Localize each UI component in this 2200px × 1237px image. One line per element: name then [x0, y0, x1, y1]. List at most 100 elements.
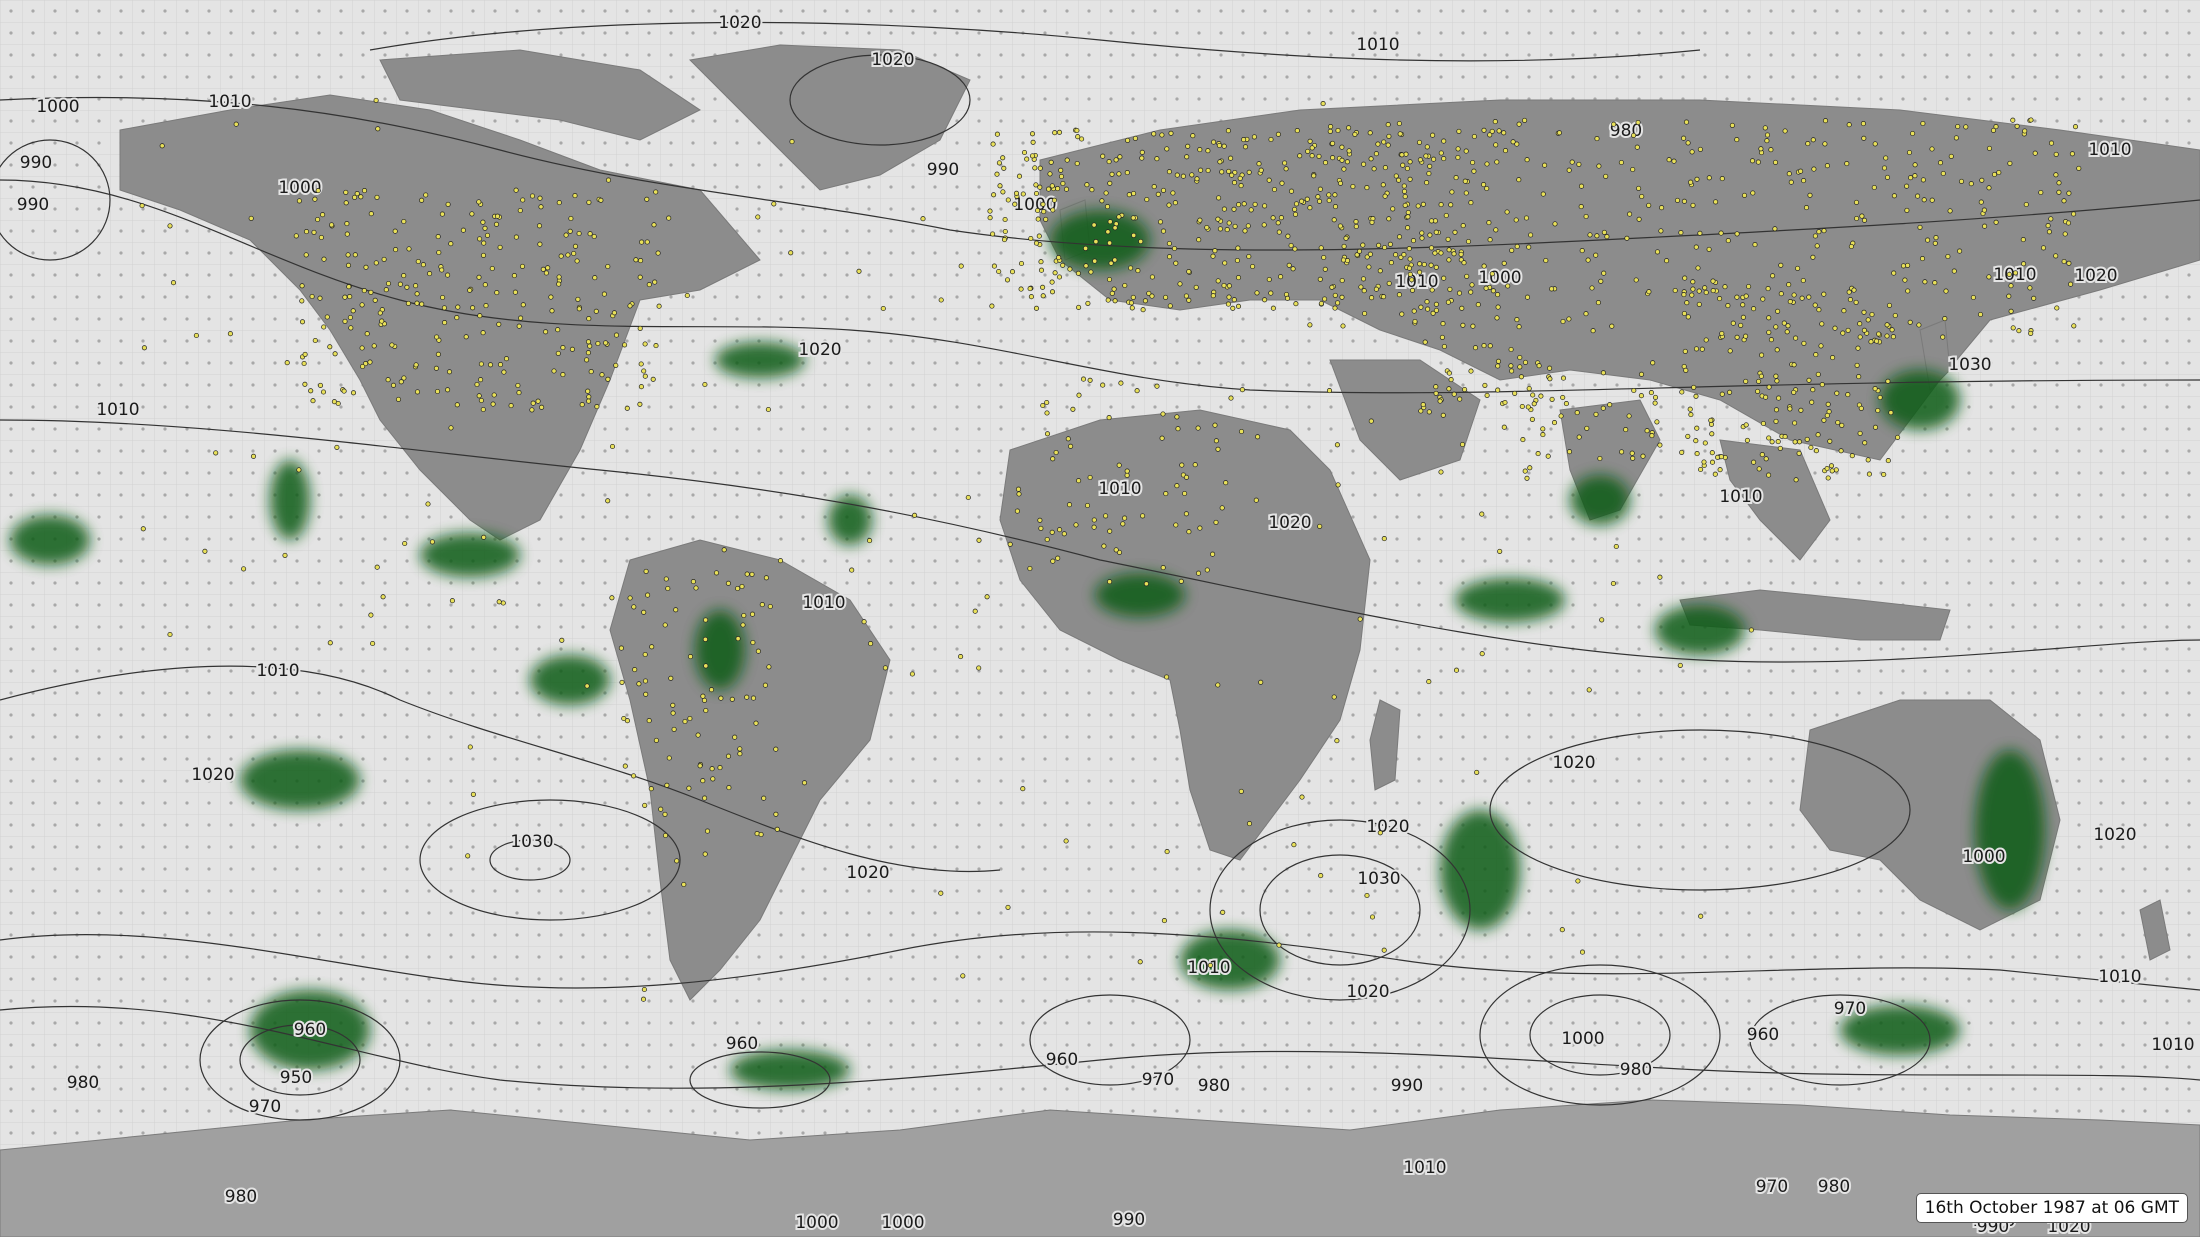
station-marker — [1388, 260, 1394, 266]
station-marker — [1547, 376, 1553, 382]
station-marker — [482, 225, 488, 231]
station-marker — [849, 567, 855, 573]
station-marker — [1035, 207, 1041, 214]
station-marker — [1672, 287, 1678, 294]
station-marker — [1638, 371, 1645, 377]
station-marker — [1524, 475, 1530, 481]
station-marker — [1241, 137, 1247, 143]
station-marker — [1677, 662, 1683, 668]
station-marker — [1318, 873, 1324, 879]
station-marker — [1151, 184, 1157, 190]
station-marker — [1631, 387, 1637, 394]
station-marker — [1451, 251, 1457, 257]
station-marker — [976, 665, 982, 671]
station-marker — [515, 382, 521, 389]
station-marker — [1128, 265, 1134, 271]
station-marker — [436, 249, 442, 256]
isobar-label: 1000 — [795, 1213, 838, 1233]
station-marker — [726, 785, 732, 791]
station-marker — [1763, 456, 1769, 462]
station-marker — [639, 239, 645, 245]
station-marker — [1137, 959, 1143, 965]
station-marker — [1047, 171, 1053, 177]
station-marker — [1679, 449, 1685, 455]
isobar-label: 1010 — [96, 400, 139, 420]
station-marker — [1912, 162, 1918, 168]
station-marker — [1196, 237, 1202, 243]
station-marker — [938, 297, 944, 303]
station-marker — [666, 755, 672, 761]
station-marker — [717, 765, 723, 771]
station-marker — [1424, 144, 1430, 150]
station-marker — [477, 236, 483, 242]
station-marker — [516, 323, 522, 329]
isobar-label: 1010 — [2098, 967, 2141, 987]
station-marker — [1015, 486, 1022, 492]
station-marker — [1401, 183, 1407, 189]
station-marker — [1492, 119, 1498, 125]
station-marker — [1421, 261, 1427, 268]
station-marker — [1035, 216, 1041, 222]
station-marker — [1540, 426, 1546, 432]
station-marker — [1522, 359, 1529, 365]
station-marker — [1727, 389, 1733, 395]
station-marker — [642, 341, 648, 347]
station-marker — [1154, 383, 1160, 389]
station-marker — [1709, 459, 1716, 465]
station-marker — [1889, 327, 1895, 333]
station-marker — [1599, 617, 1605, 623]
station-marker — [1760, 296, 1766, 302]
station-marker — [585, 339, 592, 345]
africa — [999, 409, 1371, 861]
station-marker — [1690, 279, 1696, 285]
station-marker — [1813, 352, 1819, 358]
station-marker — [1164, 849, 1170, 855]
station-marker — [1282, 160, 1288, 166]
station-marker — [1340, 323, 1346, 329]
station-marker — [1074, 160, 1080, 167]
station-marker — [2006, 271, 2012, 277]
station-marker — [1429, 287, 1435, 293]
station-marker — [1431, 156, 1437, 162]
station-marker — [1455, 154, 1461, 161]
station-marker — [1778, 291, 1784, 297]
station-marker — [484, 232, 491, 238]
station-marker — [653, 343, 659, 349]
isobar-label: 980 — [1818, 1177, 1850, 1197]
station-marker — [1494, 315, 1500, 321]
station-marker — [1502, 399, 1508, 406]
station-marker — [1501, 260, 1507, 266]
station-marker — [1215, 278, 1221, 284]
isobar-label: 1000 — [1561, 1029, 1604, 1049]
station-marker — [1433, 384, 1439, 390]
station-marker — [405, 300, 411, 306]
station-marker — [1543, 257, 1549, 264]
station-marker — [1304, 196, 1310, 202]
station-marker — [1708, 417, 1714, 423]
station-marker — [1470, 159, 1476, 166]
station-marker — [1412, 318, 1418, 325]
station-marker — [682, 718, 688, 725]
station-marker — [1433, 229, 1439, 235]
station-marker — [765, 406, 771, 413]
station-marker — [1426, 679, 1432, 685]
station-marker — [1107, 240, 1113, 246]
station-marker — [1445, 299, 1451, 305]
station-marker — [1756, 378, 1762, 384]
station-marker — [1405, 209, 1411, 216]
station-marker — [1204, 224, 1210, 231]
station-marker — [1053, 449, 1059, 456]
station-marker — [1407, 271, 1413, 277]
station-marker — [636, 681, 642, 687]
station-marker — [1657, 442, 1663, 448]
station-marker — [1822, 141, 1828, 147]
station-marker — [1174, 483, 1180, 489]
station-marker — [591, 233, 597, 240]
station-marker — [1986, 274, 1992, 280]
station-marker — [1268, 136, 1274, 143]
station-marker — [1276, 229, 1282, 235]
station-marker — [1807, 192, 1813, 198]
station-marker — [2016, 328, 2022, 334]
isobar-label: 1020 — [1346, 982, 1389, 1002]
station-marker — [540, 266, 546, 272]
